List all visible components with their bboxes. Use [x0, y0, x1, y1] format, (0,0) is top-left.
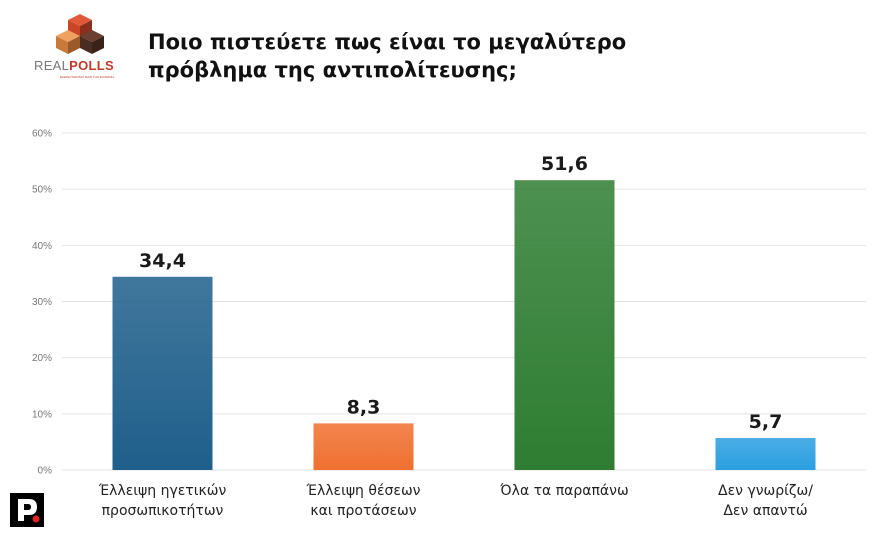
category-label: Δεν γνωρίζω/ — [718, 483, 813, 499]
category-label: και προτάσεων — [310, 503, 416, 519]
brand-tagline: ΕΞΕΡΕΥΝΩΝΤΑΣ ΜΑΖΙ ΤΗΝ ΚΟΙΝΩΝΙΑ — [60, 75, 114, 79]
category-label: Έλλειψη θέσεων — [306, 483, 421, 499]
bar — [313, 423, 414, 470]
y-tick-label: 60% — [32, 129, 52, 140]
publisher-logo-icon — [10, 493, 44, 527]
brand-suffix: POLLS — [69, 58, 114, 73]
bar-value-label: 5,7 — [749, 411, 783, 433]
y-tick-label: 10% — [32, 409, 52, 420]
y-tick-label: 30% — [32, 297, 52, 308]
category-label: προσωπικοτήτων — [102, 503, 224, 519]
y-tick-label: 40% — [32, 241, 52, 252]
brand-prefix: REAL — [34, 58, 69, 73]
bar — [715, 437, 816, 470]
bar-value-label: 34,4 — [139, 250, 186, 272]
category-label: Δεν απαντώ — [723, 503, 807, 519]
category-label: Όλα τα παραπάνω — [499, 483, 628, 499]
bar — [514, 180, 615, 470]
category-label: Έλλειψη ηγετικών — [98, 483, 227, 499]
bar-value-label: 8,3 — [347, 396, 381, 418]
chart-title: Ποιο πιστεύετε πως είναι το μεγαλύτερο π… — [148, 30, 627, 82]
y-tick-label: 0% — [38, 466, 53, 477]
cube-logo-icon — [56, 14, 104, 54]
bar — [112, 276, 213, 470]
realpolls-logo: REALPOLLS ΕΞΕΡΕΥΝΩΝΤΑΣ ΜΑΖΙ ΤΗΝ ΚΟΙΝΩΝΙΑ — [34, 14, 114, 79]
y-tick-label: 20% — [32, 353, 52, 364]
bar-value-label: 51,6 — [541, 153, 588, 175]
svg-text:REALPOLLS: REALPOLLS — [34, 58, 114, 73]
y-tick-label: 50% — [32, 185, 52, 196]
